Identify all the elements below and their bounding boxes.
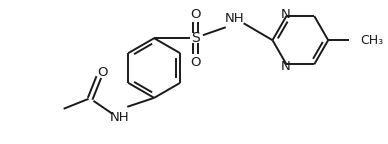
Text: CH₃: CH₃ [360, 34, 383, 47]
Text: N: N [281, 60, 290, 73]
Text: N: N [281, 8, 290, 21]
Text: NH: NH [109, 111, 129, 124]
Text: O: O [191, 56, 201, 69]
Text: S: S [192, 31, 200, 45]
Text: NH: NH [225, 12, 244, 25]
Text: O: O [191, 8, 201, 21]
Text: O: O [97, 66, 108, 78]
